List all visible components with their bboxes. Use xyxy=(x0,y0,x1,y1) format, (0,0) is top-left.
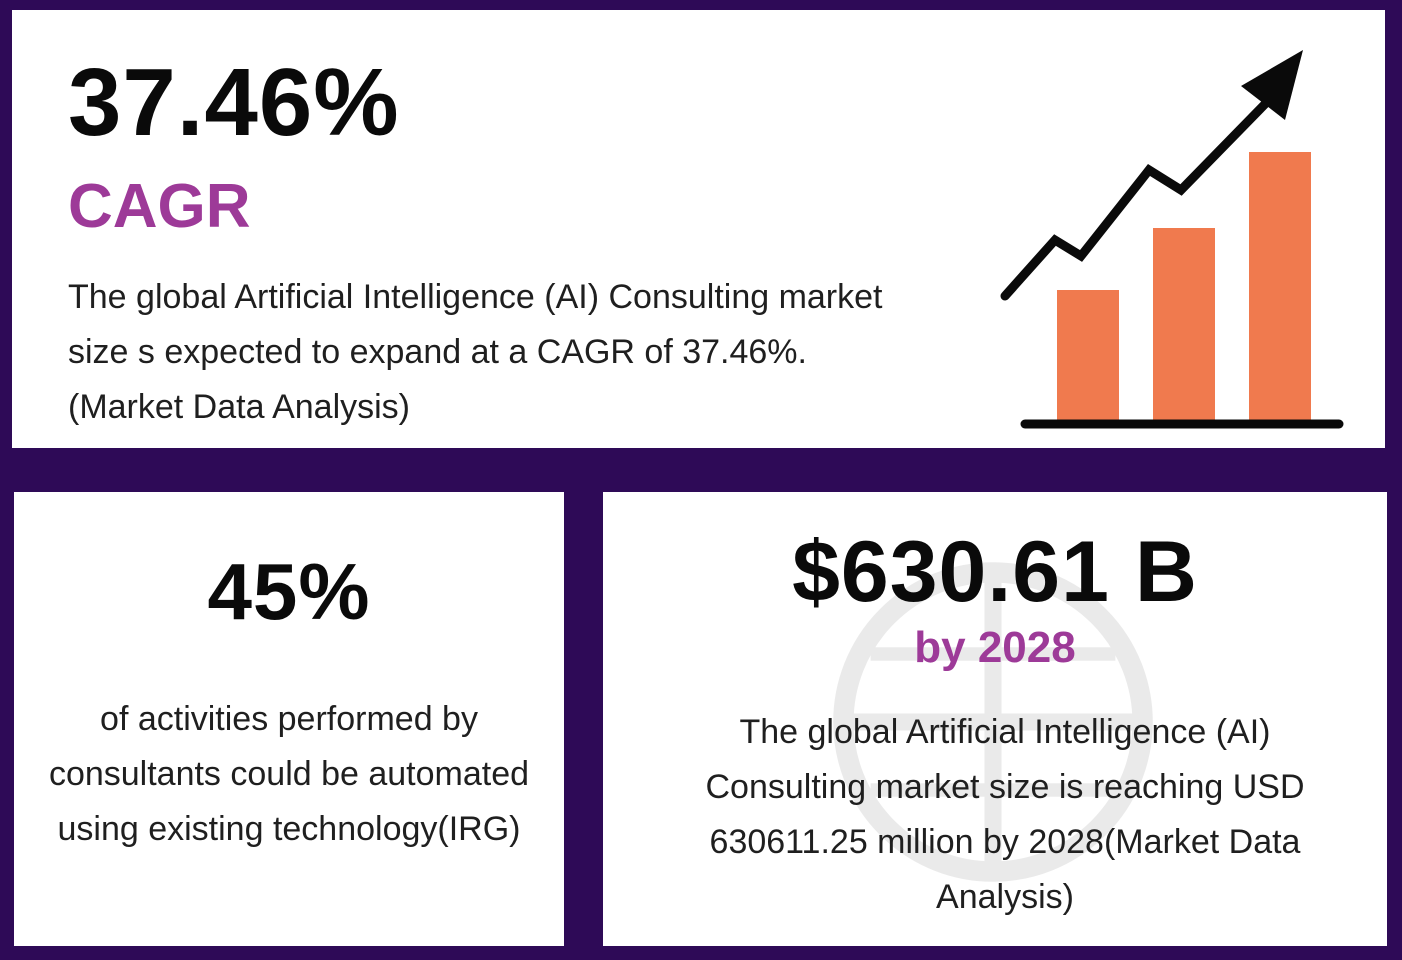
cagr-description: The global Artificial Intelligence (AI) … xyxy=(68,278,883,426)
globe-watermark-icon xyxy=(833,562,1153,882)
cagr-value: 37.46% xyxy=(68,49,400,156)
growth-arrow-head xyxy=(1241,50,1303,120)
growth-bar-2 xyxy=(1153,228,1215,420)
automation-panel: 45% of activities performed by consultan… xyxy=(14,492,564,946)
automation-description: of activities performed by consultants c… xyxy=(48,700,530,848)
growth-bar-1 xyxy=(1057,290,1119,420)
cagr-panel: 37.46% CAGR The global Artificial Intell… xyxy=(12,10,1385,448)
market-size-panel: $630.61 B by 2028 The global Artificial … xyxy=(603,492,1387,946)
market-size-year-label: by 2028 xyxy=(914,623,1076,672)
market-size-value: $630.61 B xyxy=(792,524,1198,620)
growth-bar-3 xyxy=(1249,152,1311,420)
growth-trend-line xyxy=(1000,97,1272,301)
automation-value: 45% xyxy=(207,547,371,636)
cagr-label: CAGR xyxy=(68,172,251,241)
growth-chart-icon xyxy=(1000,50,1344,429)
market-size-description: The global Artificial Intelligence (AI) … xyxy=(705,713,1305,916)
